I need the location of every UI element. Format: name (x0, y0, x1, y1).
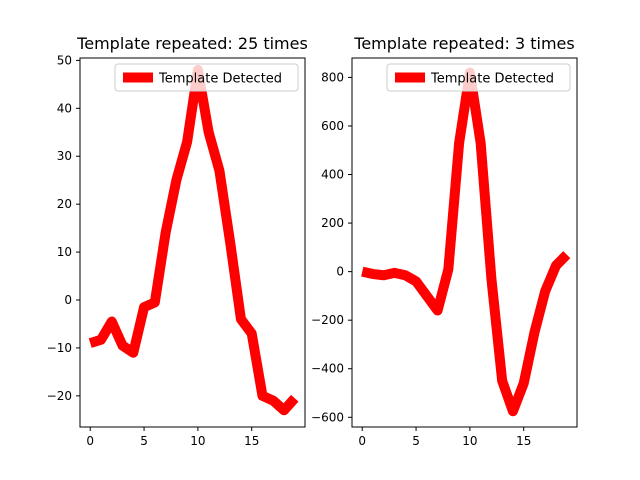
legend-box (114, 63, 299, 92)
y-tick-label: −10 (47, 341, 72, 355)
legend-label: Template Detected (158, 72, 282, 87)
legend-label: Template Detected (430, 72, 554, 87)
chart-title: Template repeated: 25 times (76, 34, 308, 53)
axes-frame (351, 57, 578, 428)
y-tick-label: 10 (57, 245, 72, 259)
y-tick-label: 40 (57, 101, 72, 115)
chart-panel-1: Template repeated: 25 times 0 5 10 15 −20 −10 0… (47, 34, 308, 448)
y-tick-label: 600 (321, 119, 344, 133)
x-tick-label: 10 (190, 434, 205, 448)
y-tick-label: 30 (57, 149, 72, 163)
x-tick-label: 0 (86, 434, 94, 448)
y-tick-label: −200 (311, 313, 344, 327)
y-tick-label: 400 (321, 168, 344, 182)
legend-box (386, 63, 571, 92)
y-tick-label: 0 (336, 265, 344, 279)
series-line-1 (361, 67, 571, 417)
x-tick-label: 0 (358, 434, 366, 448)
y-tick-label: −20 (47, 389, 72, 403)
x-tick-label: 10 (462, 434, 477, 448)
y-tick-label: −600 (311, 410, 344, 424)
chart-title: Template repeated: 3 times (353, 34, 574, 53)
y-tick-label: 800 (321, 70, 344, 84)
legend: Template Detected (386, 63, 571, 92)
legend: Template Detected (114, 63, 299, 92)
x-tick-label: 15 (244, 434, 259, 448)
x-tick-label: 5 (140, 434, 148, 448)
axes-frame (79, 57, 306, 428)
y-tick-label: 50 (57, 53, 72, 67)
y-tick-label: 200 (321, 216, 344, 230)
y-tick-label: 0 (64, 293, 72, 307)
y-tick-label: −400 (311, 362, 344, 376)
x-tick-label: 5 (412, 434, 420, 448)
x-tick-label: 15 (516, 434, 531, 448)
series-line-1 (88, 64, 299, 416)
y-tick-label: 20 (57, 197, 72, 211)
chart-panel-2: Template repeated: 3 times 0 5 10 15 −600 −400… (311, 34, 578, 448)
